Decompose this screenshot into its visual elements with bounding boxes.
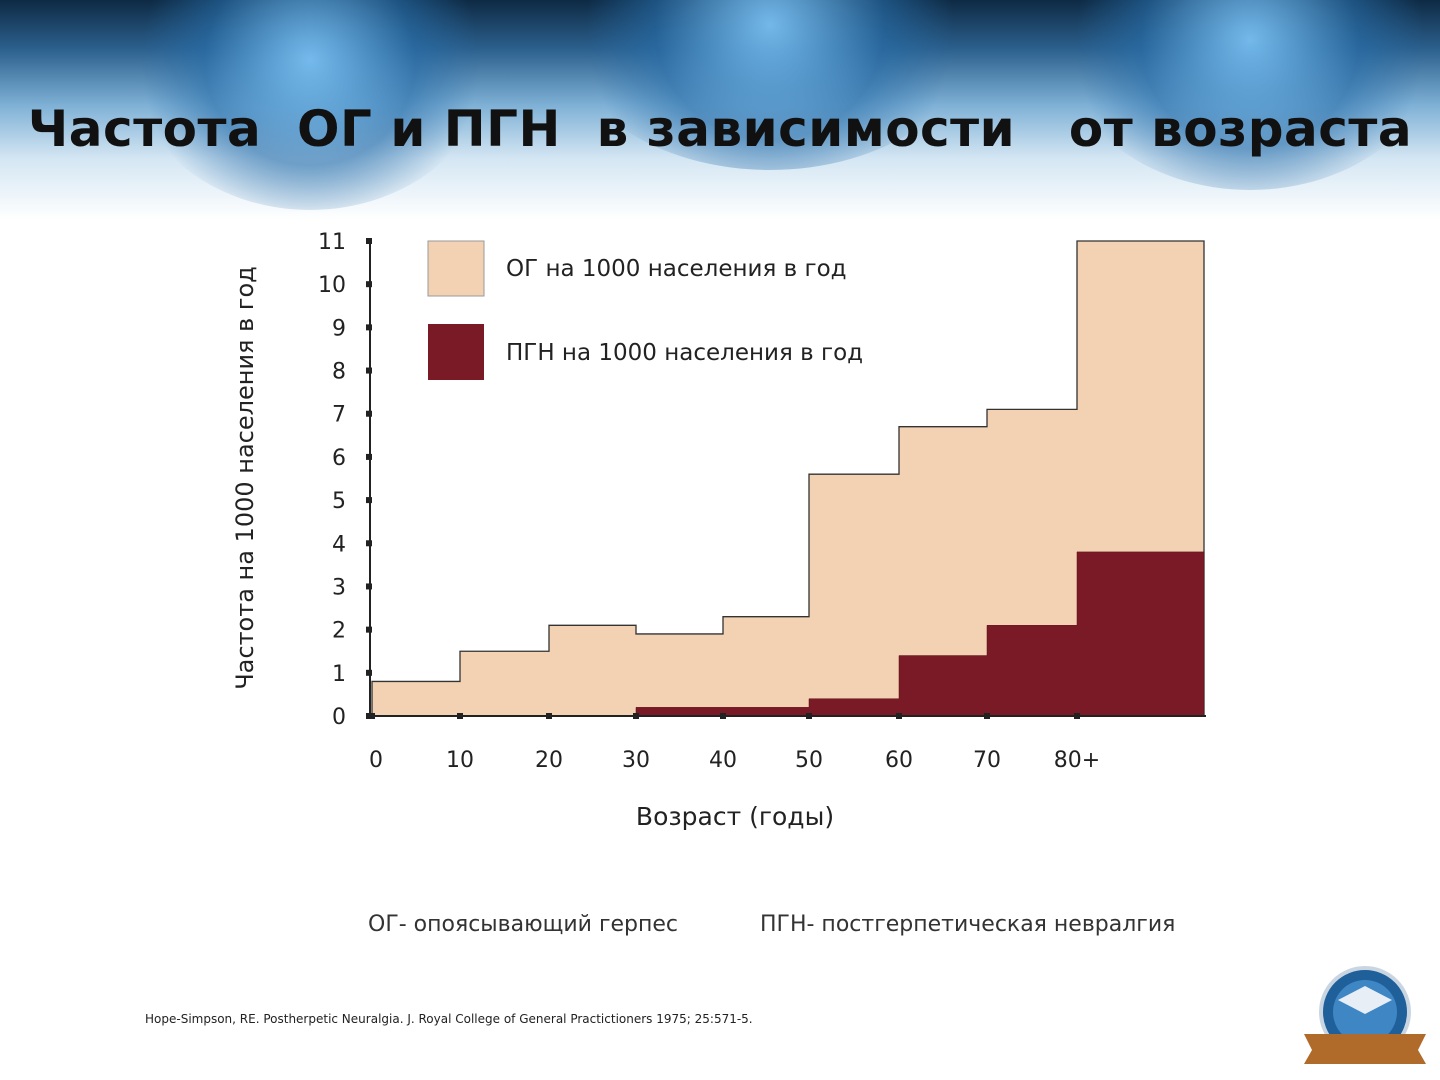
x-tick-label-60: 60 [885,748,913,773]
legend-swatch-og [427,240,485,297]
axes-layer [369,241,1206,717]
footnote-pgn: ПГН- постгерпетическая невралгия [760,912,1176,937]
legend: ОГ на 1000 населения в год ПГН на 1000 н… [427,240,863,380]
y-tick-label-10: 10 [318,273,346,298]
y-axis-label: Частота на 1000 населения в год [231,266,259,690]
y-tick-mark-4 [366,540,372,547]
y-tick-mark-9 [366,324,372,331]
x-tick-mark-40 [720,713,726,719]
y-tick-label-1: 1 [332,662,346,687]
x-tick-label-30: 30 [622,748,650,773]
pgn-bar-80+ [1077,551,1204,716]
x-ticks-layer: 0 10 20 30 40 50 60 70 80+ [369,713,1100,773]
y-tick-mark-7 [366,410,372,417]
legend-label-og: ОГ на 1000 населения в год [506,256,847,282]
y-tick-label-5: 5 [332,489,346,514]
academy-logo [1304,966,1426,1064]
footnote-og: ОГ- опоясывающий герпес [368,912,679,937]
legend-label-pgn: ПГН на 1000 населения в год [506,340,863,366]
og-bar-40-50 [723,616,809,716]
x-tick-mark-20 [546,713,552,719]
y-tick-label-11: 11 [318,230,346,255]
pgn-bar-70-80 [987,625,1077,716]
og-bar-50-60 [809,474,899,716]
x-tick-mark-80+ [1074,713,1080,719]
x-tick-mark-50 [806,713,812,719]
x-tick-mark-30 [633,713,639,719]
pgn-bar-40-50 [723,707,809,716]
x-tick-label-80+: 80+ [1054,748,1100,773]
y-ticks-layer: 0 1 2 3 4 5 6 7 8 9 10 11 [318,230,372,730]
header-background [0,0,1440,220]
og-bar-0-10 [372,681,460,716]
y-tick-label-7: 7 [332,403,346,428]
x-tick-mark-60 [896,713,902,719]
y-tick-label-8: 8 [332,360,346,385]
pgn-series-layer [372,551,1205,717]
og-series-layer [371,240,1205,716]
x-tick-label-40: 40 [709,748,737,773]
y-tick-label-4: 4 [332,532,346,557]
legend-swatch-pgn [428,324,484,380]
x-tick-label-10: 10 [446,748,474,773]
y-tick-label-2: 2 [332,619,346,644]
y-tick-mark-11 [366,238,372,244]
y-tick-label-6: 6 [332,446,346,471]
x-tick-label-20: 20 [535,748,563,773]
slide-title: Частота ОГ и ПГН в зависимости от возрас… [27,100,1413,158]
y-tick-mark-5 [366,497,372,504]
y-tick-label-3: 3 [332,575,346,600]
x-tick-label-70: 70 [973,748,1001,773]
y-tick-mark-8 [366,367,372,374]
y-tick-mark-3 [366,583,372,590]
og-bar-30-40 [636,633,723,716]
reference-citation: Hope-Simpson, RE. Postherpetic Neuralgia… [145,1012,753,1026]
y-tick-mark-1 [366,669,372,676]
x-tick-label-0: 0 [369,748,383,773]
x-tick-mark-70 [984,713,990,719]
og-step-outline [371,240,1205,716]
pgn-bar-50-60 [809,698,899,716]
og-bar-20-30 [549,625,636,716]
y-tick-label-9: 9 [332,316,346,341]
x-tick-label-50: 50 [795,748,823,773]
x-axis-label: Возраст (годы) [636,802,834,831]
pgn-bar-60-70 [899,655,987,716]
x-tick-mark-10 [457,713,463,719]
pgn-bar-30-40 [636,707,723,716]
y-tick-mark-10 [366,281,372,288]
og-bar-10-20 [460,651,549,716]
y-tick-label-0: 0 [332,705,346,730]
x-tick-mark-0 [369,713,375,719]
y-tick-mark-2 [366,626,372,633]
y-tick-mark-6 [366,453,372,460]
